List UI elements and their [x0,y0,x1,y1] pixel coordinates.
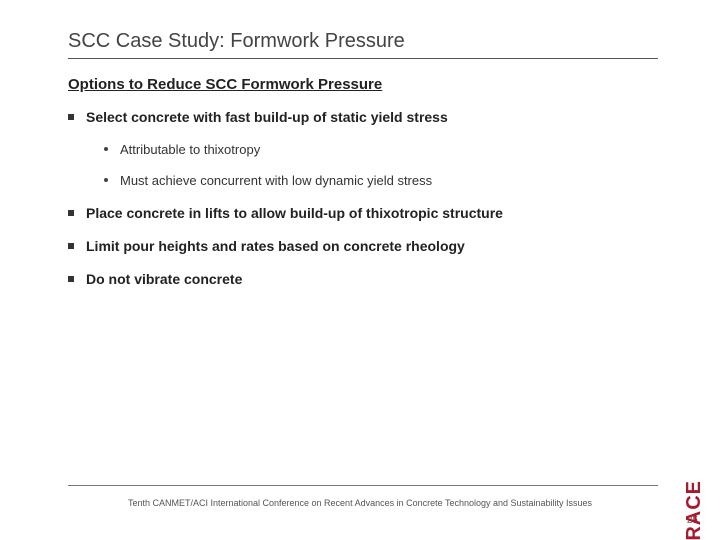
dot-bullet-icon [104,147,108,151]
content-area: Select concrete with fast build-up of st… [68,108,658,303]
subbullet-item-1b: Must achieve concurrent with low dynamic… [104,172,658,190]
brand-logo: GRACE [683,480,706,540]
bottom-rule [68,485,658,486]
title-rule [68,58,658,59]
square-bullet-icon [68,210,74,216]
slide-title: SCC Case Study: Formwork Pressure [68,30,405,53]
slide: SCC Case Study: Formwork Pressure Option… [0,0,720,540]
footer-text: Tenth CANMET/ACI International Conferenc… [0,498,720,508]
bullet-text: Place concrete in lifts to allow build-u… [86,204,658,223]
bullet-text: Limit pour heights and rates based on co… [86,237,658,256]
square-bullet-icon [68,114,74,120]
bullet-text: Do not vibrate concrete [86,270,658,289]
bullet-item-3: Limit pour heights and rates based on co… [68,237,658,256]
bullet-text: Select concrete with fast build-up of st… [86,108,658,127]
subbullet-text: Must achieve concurrent with low dynamic… [120,172,658,190]
bullet-item-4: Do not vibrate concrete [68,270,658,289]
bullet-item-2: Place concrete in lifts to allow build-u… [68,204,658,223]
dot-bullet-icon [104,178,108,182]
square-bullet-icon [68,276,74,282]
slide-subtitle: Options to Reduce SCC Formwork Pressure [68,76,382,93]
subbullet-item-1a: Attributable to thixotropy [104,141,658,159]
bullet-item-1: Select concrete with fast build-up of st… [68,108,658,127]
subbullet-text: Attributable to thixotropy [120,141,658,159]
square-bullet-icon [68,243,74,249]
